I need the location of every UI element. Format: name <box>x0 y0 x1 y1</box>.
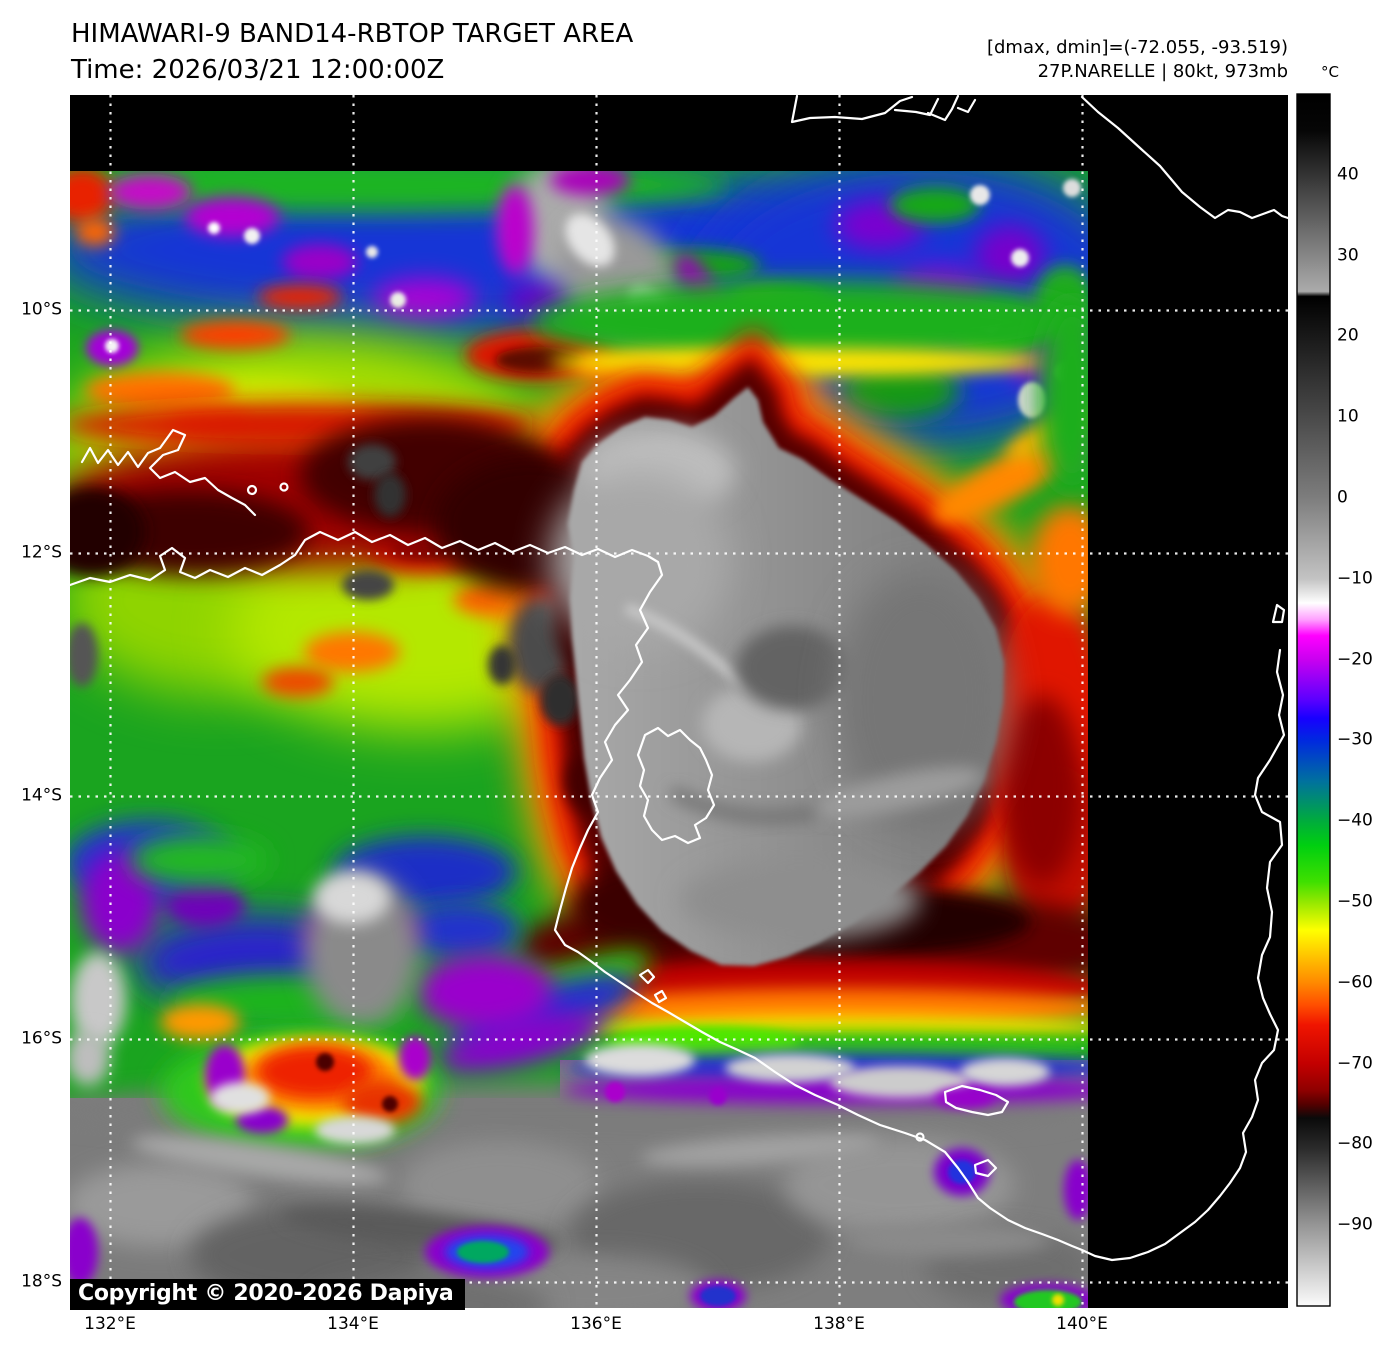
lat-tick-label: 12°S <box>21 542 62 563</box>
colorbar-tick-label: −70 <box>1337 1053 1373 1074</box>
page-title: HIMAWARI-9 BAND14-RBTOP TARGET AREA <box>71 19 634 49</box>
colorbar-tick-label: −10 <box>1337 568 1373 589</box>
timestamp: Time: 2026/03/21 12:00:00Z <box>71 55 445 85</box>
annotation-block: [dmax, dmin]=(-72.055, -93.519) 27P.NARE… <box>987 36 1288 84</box>
colorbar-tick-label: 10 <box>1337 406 1359 427</box>
coastline-new-guinea <box>790 95 977 124</box>
colorbar-tick-label: −50 <box>1337 891 1373 912</box>
coastline-vanderlin <box>973 1158 998 1178</box>
coastline-mornington-island <box>943 1084 1010 1117</box>
colorbar-tick-label: 0 <box>1337 487 1348 508</box>
storm-annotation: 27P.NARELLE | 80kt, 973mb <box>1037 61 1288 82</box>
coastline-fly-coast <box>1080 95 1288 220</box>
lon-tick-label: 136°E <box>570 1314 622 1334</box>
coastline-groote-eylandt <box>636 726 716 845</box>
lon-tick-label: 140°E <box>1056 1314 1108 1334</box>
colorbar-tick-label: 20 <box>1337 325 1359 346</box>
colorbar-tick-label: −30 <box>1337 729 1373 750</box>
colorbar-tick-label: −20 <box>1337 649 1373 670</box>
colorbar-tick-label: −80 <box>1337 1133 1373 1154</box>
header-block: HIMAWARI-9 BAND14-RBTOP TARGET AREA Time… <box>71 16 633 88</box>
colorbar <box>1296 93 1331 1307</box>
coastlines <box>70 95 1288 1262</box>
lon-tick-label: 138°E <box>813 1314 865 1334</box>
copyright-notice: Copyright © 2020-2026 Dapiya <box>70 1279 466 1310</box>
colorbar-unit-label: °C <box>1321 63 1339 81</box>
colorbar-tick-label: 40 <box>1337 164 1359 185</box>
lat-tick-label: 18°S <box>21 1271 62 1292</box>
lat-tick-label: 16°S <box>21 1028 62 1049</box>
lat-tick-label: 10°S <box>21 299 62 320</box>
coastline-australia-mainland <box>70 530 1286 1262</box>
colorbar-tick-label: −40 <box>1337 810 1373 831</box>
colorbar-gradient <box>1296 93 1331 1307</box>
lon-tick-label: 132°E <box>84 1314 136 1334</box>
range-annotation: [dmax, dmin]=(-72.055, -93.519) <box>986 37 1288 58</box>
colorbar-tick-label: −60 <box>1337 972 1373 993</box>
coastline-pellew-islands <box>638 968 668 1004</box>
coastline-cobourg <box>80 428 257 517</box>
colorbar-tick-label: −90 <box>1337 1214 1373 1235</box>
lat-tick-label: 14°S <box>21 785 62 806</box>
colorbar-tick-label: 30 <box>1337 245 1359 266</box>
satellite-imagery <box>70 171 1088 1308</box>
lon-tick-label: 134°E <box>327 1314 379 1334</box>
coastline-cape-york-island <box>1271 603 1286 624</box>
